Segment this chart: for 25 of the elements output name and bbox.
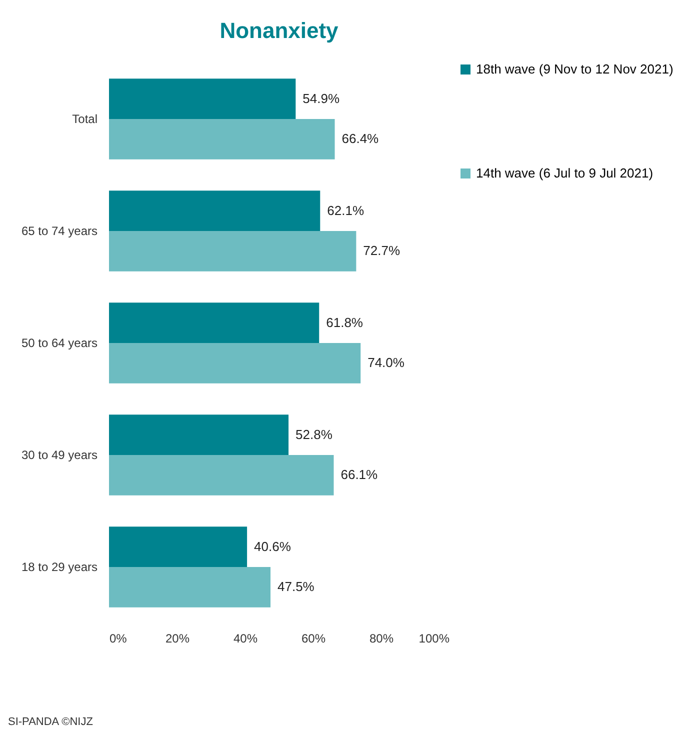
data-label: 52.8% xyxy=(296,426,333,442)
data-label: 74.0% xyxy=(368,355,405,370)
y-tick-label: 50 to 64 years xyxy=(21,336,98,350)
x-tick-label: 0% xyxy=(110,632,128,646)
legend-label: 14th wave (6 Jul to 9 Jul 2021) xyxy=(476,166,654,180)
y-tick-label: 18 to 29 years xyxy=(21,560,98,574)
data-label: 47.5% xyxy=(278,579,315,594)
x-tick-label: 40% xyxy=(233,632,258,646)
x-tick-label: 60% xyxy=(301,632,326,646)
data-label: 72.7% xyxy=(363,243,400,258)
chart-title: Nonanxiety xyxy=(220,18,340,43)
data-label: 62.1% xyxy=(327,202,364,218)
x-tick-label: 100% xyxy=(418,632,450,646)
y-tick-label: Total xyxy=(72,112,98,126)
data-label: 66.4% xyxy=(342,131,380,146)
data-label: 61.8% xyxy=(326,314,364,330)
data-label: 66.1% xyxy=(340,467,378,482)
data-label: 54.9% xyxy=(302,90,340,106)
y-tick-label: 30 to 49 years xyxy=(21,448,98,462)
y-tick-label: 65 to 74 years xyxy=(21,224,98,238)
legend-label: 18th wave (9 Nov to 12 Nov 2021) xyxy=(476,62,674,76)
x-tick-label: 20% xyxy=(165,632,190,646)
data-label: 40.6% xyxy=(254,538,292,554)
text: SI-PANDA ©NIJZ xyxy=(8,716,93,728)
x-tick-label: 80% xyxy=(369,632,394,646)
